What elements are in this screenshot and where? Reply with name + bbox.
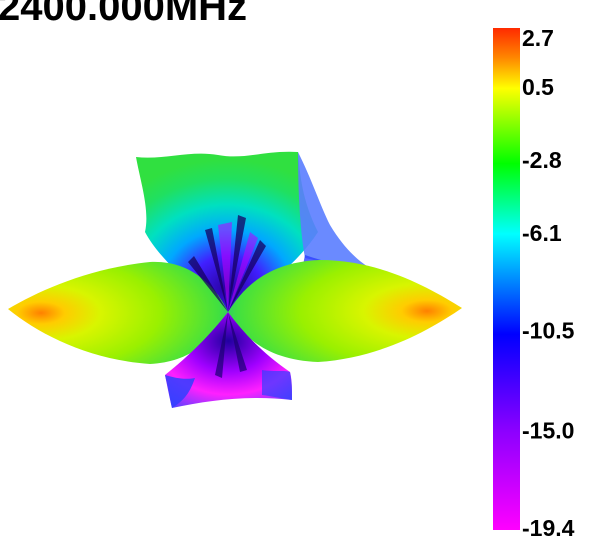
colorbar: 2.7 0.5 -2.8 -6.1 -10.5 -15.0 -19.4 [493,25,575,541]
chart-title: 2400.000MHz [0,0,247,29]
colorbar-gradient [493,28,520,530]
colorbar-tick-labels: 2.7 0.5 -2.8 -6.1 -10.5 -15.0 -19.4 [522,25,575,541]
upper-lobe-right-flap [298,152,370,269]
upper-null-magenta [218,222,258,312]
colorbar-tick-label: -15.0 [522,417,574,443]
left-main-lobe [8,261,228,364]
colorbar-tick-label: 0.5 [522,74,554,100]
colorbar-tick-label: -19.4 [522,515,575,541]
radiation-pattern-3d-surface [8,151,462,408]
colorbar-tick-label: -6.1 [522,220,562,246]
lower-lobe-left-edge [165,375,195,408]
lower-null-rays [215,312,247,378]
right-main-lobe [228,260,462,362]
colorbar-tick-label: -10.5 [522,318,575,344]
lower-lobe-right-edge [262,370,292,400]
upper-null-rays [188,215,266,312]
lower-lobe-surface [165,312,292,408]
colorbar-tick-label: 2.7 [522,25,554,51]
colorbar-tick-label: -2.8 [522,147,562,173]
